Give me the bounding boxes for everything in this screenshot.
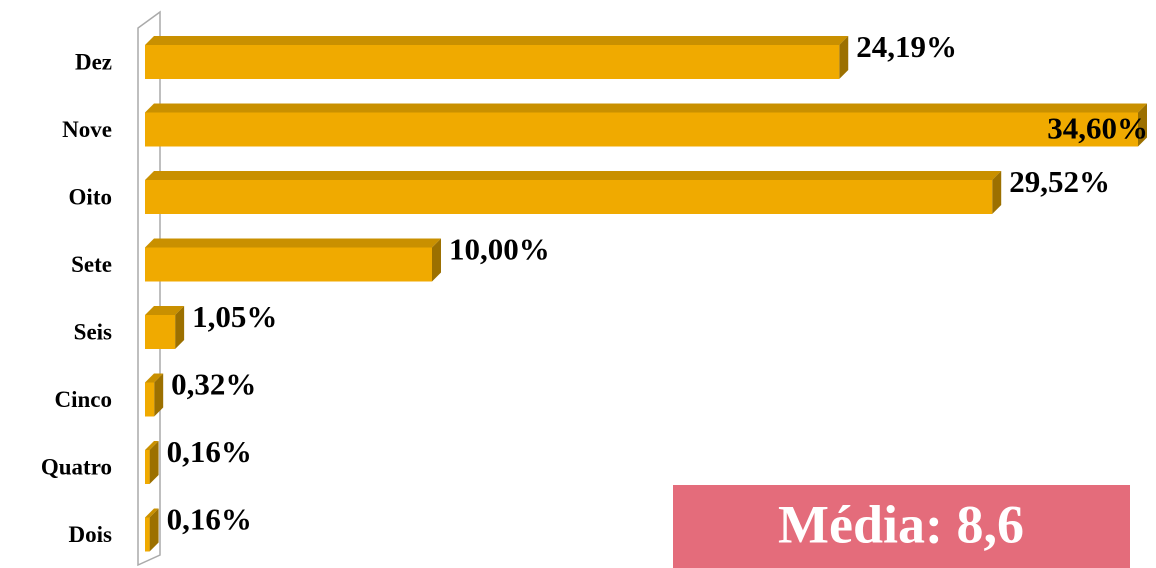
bar bbox=[145, 441, 159, 484]
bar-side bbox=[1138, 103, 1147, 147]
value-label: 1,05% bbox=[192, 299, 277, 334]
value-label: 34,60% bbox=[1047, 111, 1148, 146]
bar bbox=[145, 373, 164, 417]
bar-front bbox=[145, 247, 432, 282]
bar-side bbox=[149, 441, 159, 484]
value-label: 29,52% bbox=[1009, 164, 1110, 199]
bar bbox=[145, 306, 185, 349]
value-label: 24,19% bbox=[856, 29, 957, 64]
value-label: 0,32% bbox=[171, 367, 256, 402]
category-label: Dez bbox=[75, 49, 112, 74]
bar-front bbox=[145, 382, 155, 417]
category-label: Seis bbox=[74, 319, 112, 344]
value-label: 0,16% bbox=[167, 434, 252, 469]
bar-side bbox=[839, 36, 849, 79]
bar-front bbox=[145, 112, 1138, 147]
axis-wall bbox=[137, 10, 161, 567]
value-label: 0,16% bbox=[167, 502, 252, 537]
category-label: Sete bbox=[71, 252, 112, 277]
bar-top bbox=[145, 36, 849, 45]
bar-top bbox=[145, 373, 164, 383]
bar-top bbox=[145, 171, 1002, 180]
bar-top bbox=[145, 306, 185, 315]
bar-top bbox=[145, 103, 1147, 113]
bar-front bbox=[145, 450, 150, 484]
bar-side bbox=[175, 306, 185, 349]
bar-top bbox=[145, 238, 441, 248]
bar-front bbox=[145, 45, 840, 79]
bar-front bbox=[145, 517, 150, 552]
bar-side bbox=[149, 508, 159, 552]
category-label: Cinco bbox=[55, 387, 113, 412]
category-label: Dois bbox=[69, 522, 113, 547]
bar-side bbox=[154, 373, 164, 417]
category-label: Quatro bbox=[41, 454, 112, 479]
bar bbox=[145, 36, 849, 79]
bar bbox=[145, 103, 1147, 147]
category-label: Nove bbox=[62, 117, 112, 142]
bar-front bbox=[145, 180, 993, 214]
bar bbox=[145, 171, 1002, 214]
bar-side bbox=[992, 171, 1002, 214]
bar-top bbox=[145, 508, 159, 518]
annotation-box bbox=[673, 485, 1130, 568]
bar-side bbox=[431, 238, 441, 282]
bar-top bbox=[145, 441, 159, 450]
annotation: Média: 8,6 bbox=[778, 494, 1024, 554]
bar bbox=[145, 238, 441, 282]
bar-front bbox=[145, 315, 176, 349]
value-label: 10,00% bbox=[449, 232, 550, 267]
category-label: Oito bbox=[69, 184, 112, 209]
bar bbox=[145, 508, 159, 552]
